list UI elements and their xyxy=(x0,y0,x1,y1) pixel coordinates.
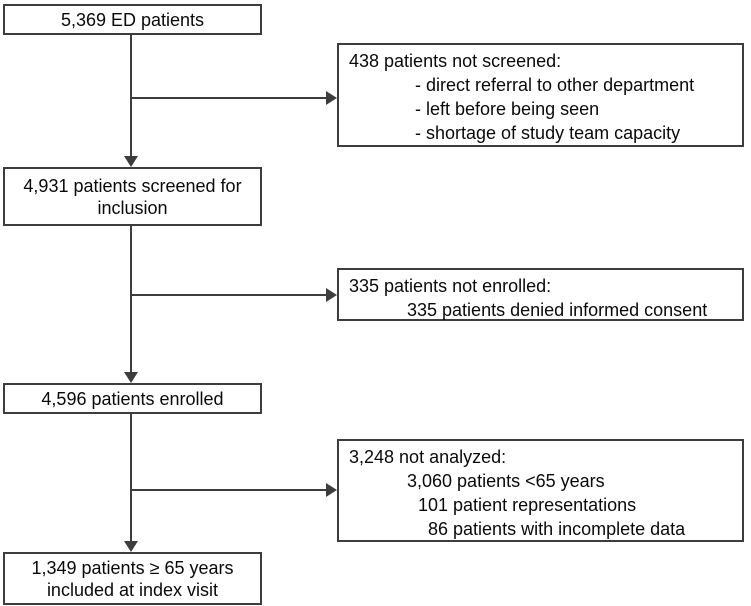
side-box-line: - shortage of study team capacity xyxy=(415,123,681,143)
connector-branch-not-analyzed xyxy=(131,489,327,491)
flow-box-ed-patients: 5,369 ED patients xyxy=(3,4,262,35)
side-box-line: 3,248 not analyzed: xyxy=(349,447,507,467)
side-box-line: - left before being seen xyxy=(415,99,600,119)
flow-box-not-enrolled: 335 patients not enrolled: 335 patients … xyxy=(337,268,744,321)
flow-box-not-analyzed: 3,248 not analyzed: 3,060 patients <65 y… xyxy=(337,439,744,542)
side-box-line: 438 patients not screened: xyxy=(349,51,562,71)
side-box-line: 335 patients denied informed consent xyxy=(407,300,708,320)
side-box-line: 3,060 patients <65 years xyxy=(407,471,605,491)
connector-branch-not-enrolled xyxy=(131,294,327,296)
side-box-line: 86 patients with incomplete data xyxy=(428,519,686,539)
side-box-line: 101 patient representations xyxy=(418,495,637,515)
flow-box-enrolled: 4,596 patients enrolled xyxy=(3,383,262,414)
side-box-line: - direct referral to other department xyxy=(415,75,695,95)
connector-ed-to-screened xyxy=(130,34,132,157)
arrow-right-icon xyxy=(326,288,337,302)
flow-box-line: 4,931 patients screened for xyxy=(23,175,242,196)
connector-branch-not-screened xyxy=(131,97,327,99)
connector-screened-to-enrolled xyxy=(130,226,132,373)
flow-box-line: inclusion xyxy=(97,197,168,218)
arrow-down-icon xyxy=(124,541,138,552)
flow-box-line: 1,349 patients ≥ 65 years xyxy=(31,557,234,578)
arrow-right-icon xyxy=(326,483,337,497)
flow-box-line: 5,369 ED patients xyxy=(60,9,205,30)
flow-box-not-screened: 438 patients not screened: - direct refe… xyxy=(337,43,744,147)
flow-box-included: 1,349 patients ≥ 65 years included at in… xyxy=(3,552,262,605)
arrow-down-icon xyxy=(124,372,138,383)
arrow-down-icon xyxy=(124,156,138,167)
side-box-line: 335 patients not enrolled: xyxy=(349,276,552,296)
flow-box-screened: 4,931 patients screened for inclusion xyxy=(3,167,262,226)
connector-enrolled-to-included xyxy=(130,413,132,542)
flow-box-line: 4,596 patients enrolled xyxy=(41,388,224,409)
arrow-right-icon xyxy=(326,91,337,105)
flow-box-line: included at index visit xyxy=(46,579,219,600)
